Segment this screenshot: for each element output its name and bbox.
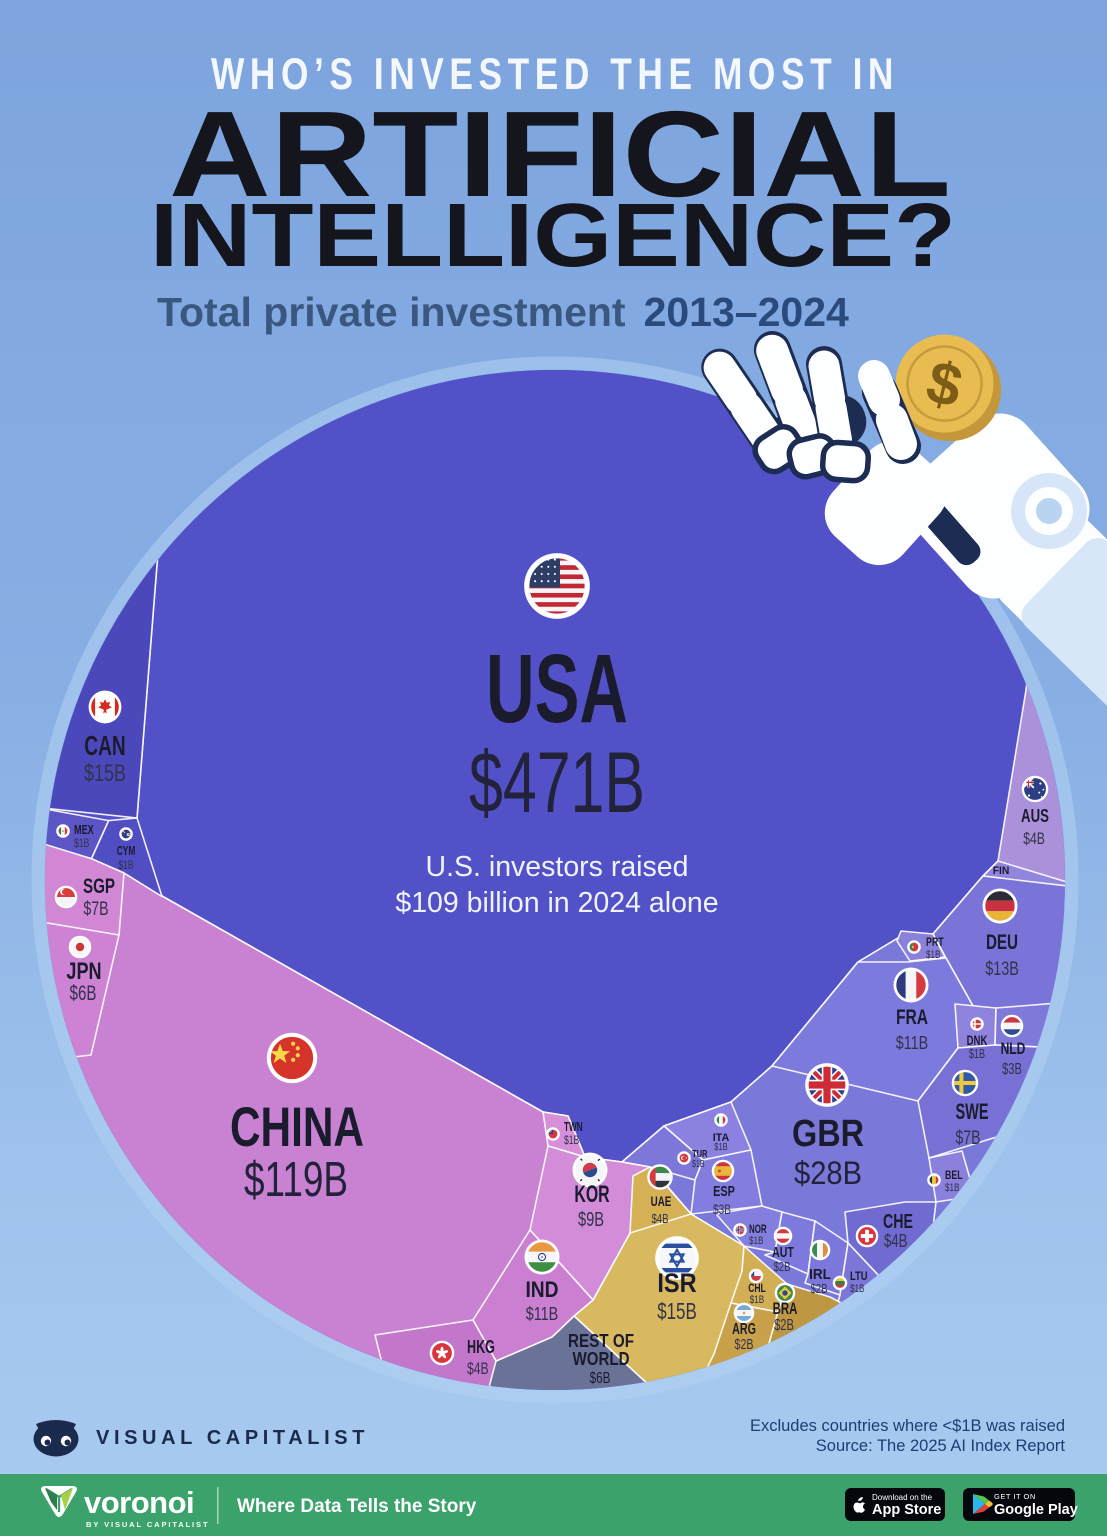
svg-text:$13B: $13B bbox=[985, 958, 1019, 980]
svg-text:$28B: $28B bbox=[794, 1155, 862, 1191]
svg-text:$2B: $2B bbox=[735, 1337, 754, 1353]
svg-text:IND: IND bbox=[525, 1277, 558, 1302]
svg-text:$6B: $6B bbox=[590, 1369, 611, 1387]
svg-text:CYM: CYM bbox=[117, 844, 136, 858]
svg-text:MEX: MEX bbox=[74, 822, 94, 837]
svg-text:$471B: $471B bbox=[469, 735, 645, 831]
svg-text:$9B: $9B bbox=[578, 1209, 604, 1231]
svg-text:ISR: ISR bbox=[657, 1268, 696, 1298]
svg-text:IRL: IRL bbox=[809, 1267, 831, 1283]
svg-text:U.S. investors raised: U.S. investors raised bbox=[426, 851, 689, 883]
svg-text:GET IT ON: GET IT ON bbox=[994, 1492, 1036, 1501]
svg-text:$1B: $1B bbox=[969, 1047, 985, 1061]
svg-text:$7B: $7B bbox=[83, 898, 108, 920]
svg-text:Where Data Tells the Story: Where Data Tells the Story bbox=[237, 1496, 477, 1517]
svg-text:$11B: $11B bbox=[526, 1304, 558, 1325]
svg-text:VISUAL CAPITALIST: VISUAL CAPITALIST bbox=[96, 1427, 369, 1449]
svg-text:App Store: App Store bbox=[872, 1502, 941, 1518]
svg-text:Excludes countries where <$1B: Excludes countries where <$1B was raised bbox=[750, 1417, 1065, 1435]
svg-text:Download on the: Download on the bbox=[872, 1493, 933, 1502]
svg-text:GBR: GBR bbox=[792, 1112, 864, 1154]
svg-text:ESP: ESP bbox=[713, 1184, 735, 1200]
svg-text:$15B: $15B bbox=[84, 760, 126, 787]
svg-text:$2B: $2B bbox=[773, 1259, 790, 1274]
svg-text:INTELLIGENCE?: INTELLIGENCE? bbox=[150, 186, 956, 286]
svg-text:DEU: DEU bbox=[986, 929, 1018, 954]
svg-text:$4B: $4B bbox=[651, 1211, 668, 1226]
svg-text:CHE: CHE bbox=[883, 1211, 913, 1233]
svg-text:$15B: $15B bbox=[657, 1298, 697, 1324]
svg-text:$1B: $1B bbox=[749, 1235, 763, 1247]
svg-text:$2B: $2B bbox=[810, 1281, 827, 1296]
svg-text:BEL: BEL bbox=[945, 1168, 963, 1182]
svg-text:BY VISUAL CAPITALIST: BY VISUAL CAPITALIST bbox=[86, 1520, 209, 1529]
svg-text:$119B: $119B bbox=[244, 1153, 348, 1207]
svg-text:FRA: FRA bbox=[896, 1004, 928, 1029]
svg-text:$1B: $1B bbox=[926, 949, 940, 961]
svg-text:FIN: FIN bbox=[993, 865, 1010, 877]
svg-text:DNK: DNK bbox=[967, 1032, 988, 1048]
svg-text:$1B: $1B bbox=[118, 858, 133, 872]
svg-text:SGP: SGP bbox=[83, 873, 115, 898]
svg-text:$1B: $1B bbox=[945, 1182, 959, 1194]
svg-text:Source: The 2025 AI Index Repo: Source: The 2025 AI Index Report bbox=[816, 1437, 1066, 1455]
svg-text:$4B: $4B bbox=[884, 1231, 907, 1251]
svg-text:$3B: $3B bbox=[713, 1201, 731, 1217]
svg-text:UAE: UAE bbox=[651, 1193, 672, 1209]
svg-text:CHL: CHL bbox=[748, 1281, 766, 1295]
svg-text:KOR: KOR bbox=[574, 1182, 609, 1208]
svg-text:NLD: NLD bbox=[1001, 1039, 1026, 1058]
svg-text:Google Play: Google Play bbox=[994, 1502, 1078, 1518]
svg-text:JPN: JPN bbox=[66, 959, 101, 985]
svg-text:SWE: SWE bbox=[955, 1099, 988, 1124]
svg-text:ARTIFICIAL: ARTIFICIAL bbox=[169, 86, 951, 222]
svg-text:$1B: $1B bbox=[714, 1141, 728, 1153]
svg-text:$1B: $1B bbox=[692, 1159, 705, 1170]
svg-text:$4B: $4B bbox=[467, 1359, 489, 1378]
svg-text:TWN: TWN bbox=[564, 1120, 583, 1134]
svg-text:AUS: AUS bbox=[1021, 806, 1049, 827]
svg-text:AUT: AUT bbox=[772, 1245, 794, 1261]
svg-text:$109 billion in 2024 alone: $109 billion in 2024 alone bbox=[395, 887, 718, 919]
svg-text:USA: USA bbox=[486, 633, 628, 743]
svg-text:REST OF: REST OF bbox=[568, 1331, 634, 1351]
svg-text:$1B: $1B bbox=[750, 1294, 764, 1306]
svg-text:$11B: $11B bbox=[896, 1033, 928, 1054]
svg-text:ARG: ARG bbox=[732, 1320, 756, 1338]
svg-text:$6B: $6B bbox=[70, 982, 97, 1005]
svg-text:CHINA: CHINA bbox=[230, 1095, 364, 1158]
svg-text:LTU: LTU bbox=[850, 1269, 868, 1283]
svg-text:NOR: NOR bbox=[749, 1222, 767, 1236]
svg-text:PRT: PRT bbox=[926, 935, 944, 949]
svg-text:$3B: $3B bbox=[1002, 1061, 1022, 1078]
svg-text:$1B: $1B bbox=[74, 836, 89, 850]
svg-text:$7B: $7B bbox=[955, 1127, 980, 1149]
svg-text:$4B: $4B bbox=[1023, 829, 1045, 848]
svg-text:BRA: BRA bbox=[773, 1299, 798, 1318]
svg-text:HKG: HKG bbox=[467, 1337, 495, 1358]
svg-text:$2B: $2B bbox=[774, 1317, 794, 1334]
svg-text:TUR: TUR bbox=[692, 1148, 708, 1160]
svg-text:$1B: $1B bbox=[850, 1283, 864, 1295]
svg-text:voronoi: voronoi bbox=[84, 1485, 194, 1520]
svg-text:WHO’S INVESTED THE MOST IN: WHO’S INVESTED THE MOST IN bbox=[211, 50, 899, 99]
svg-text:WORLD: WORLD bbox=[573, 1349, 630, 1369]
svg-text:$1B: $1B bbox=[564, 1133, 579, 1147]
svg-text:CAN: CAN bbox=[84, 730, 125, 761]
svg-text:ITA: ITA bbox=[713, 1132, 730, 1144]
